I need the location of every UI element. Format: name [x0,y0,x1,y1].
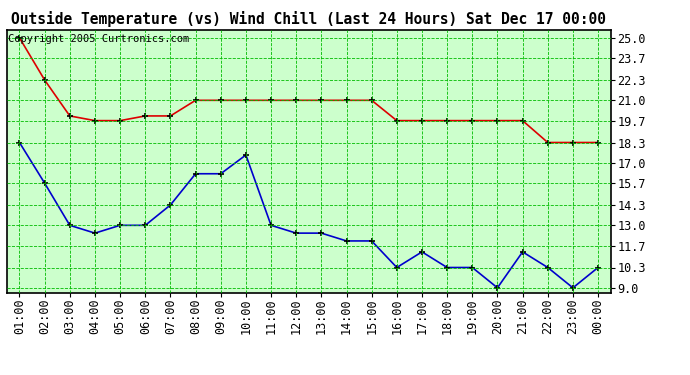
Text: Copyright 2005 Curtronics.com: Copyright 2005 Curtronics.com [8,34,189,44]
Title: Outside Temperature (vs) Wind Chill (Last 24 Hours) Sat Dec 17 00:00: Outside Temperature (vs) Wind Chill (Las… [11,12,607,27]
